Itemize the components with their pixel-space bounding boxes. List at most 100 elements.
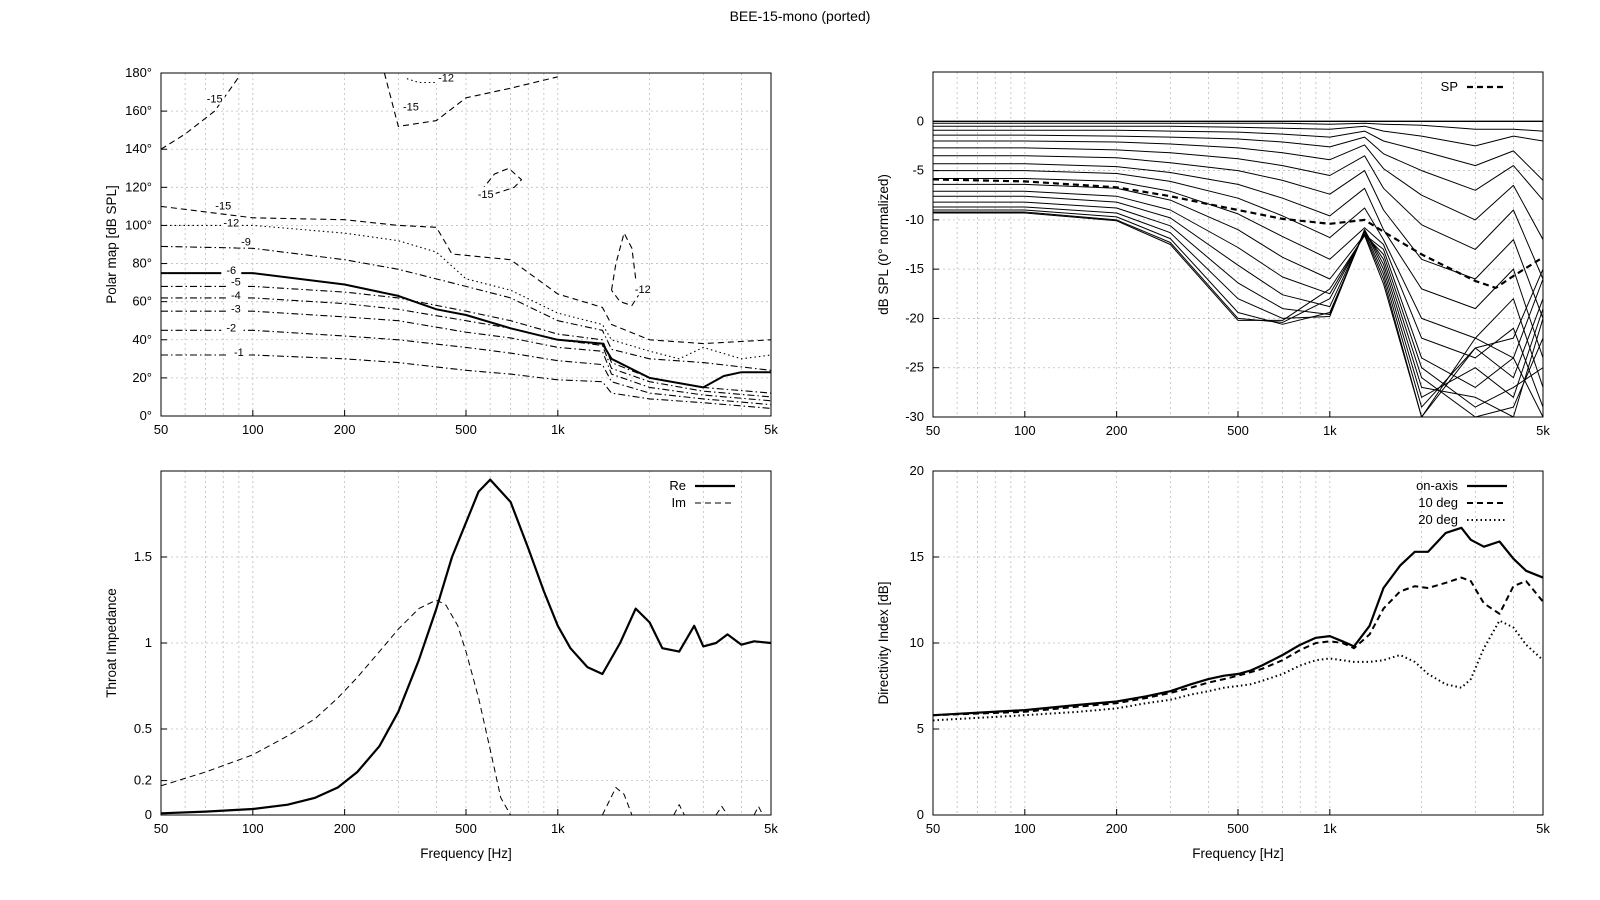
y-tick-label: 1 xyxy=(145,635,152,650)
x-tick-label: 50 xyxy=(154,422,168,437)
x-tick-label: 500 xyxy=(455,422,477,437)
x-tick-label: 500 xyxy=(1227,821,1249,836)
series-line-Re xyxy=(161,478,771,815)
plot-area xyxy=(161,478,771,815)
series-line-Im xyxy=(673,804,685,815)
series-line-Im xyxy=(715,805,728,815)
x-tick-label: 50 xyxy=(154,821,168,836)
chart-panel-throat-impedance: 50 100 200 500 1k 5k 0 0.2 0.5 1 1.5 Throat Impedan… xyxy=(104,470,778,861)
y-tick-label: 140° xyxy=(125,141,152,156)
y-tick-label: -15 xyxy=(905,261,924,276)
contour-line xyxy=(161,245,771,371)
x-tick-label: 50 xyxy=(926,821,940,836)
y-tick-label: 5 xyxy=(917,721,924,736)
plot-frame xyxy=(932,470,1544,816)
x-axis-label: Frequency [Hz] xyxy=(1192,846,1284,861)
angle-curve xyxy=(933,212,1543,417)
x-tick-label: 1k xyxy=(1323,423,1337,438)
angle-curve xyxy=(933,129,1543,181)
angle-curve xyxy=(933,206,1543,398)
contour-label: -15 xyxy=(403,101,419,113)
y-tick-label: -25 xyxy=(905,360,924,375)
y-tick-label: 160° xyxy=(125,103,152,118)
x-tick-label: 5k xyxy=(1536,821,1550,836)
contour-label: -3 xyxy=(231,303,241,315)
y-tick-label: 0 xyxy=(917,807,924,822)
legend-label: 10 deg xyxy=(1418,495,1458,510)
contour-label: -1 xyxy=(234,347,244,359)
y-tick-label: -10 xyxy=(905,212,924,227)
contour-label: -12 xyxy=(635,284,651,296)
angle-curve xyxy=(933,140,1543,240)
series-line-Im xyxy=(601,787,633,815)
y-tick-label: 0 xyxy=(145,807,152,822)
angle-curve xyxy=(933,147,1543,280)
x-tick-label: 100 xyxy=(242,422,264,437)
y-axis-label: dB SPL (0° normalized) xyxy=(876,174,891,315)
contour-label-bg xyxy=(475,186,496,200)
contour-line xyxy=(161,205,771,345)
contour-label-bg xyxy=(221,263,242,277)
x-tick-label: 200 xyxy=(1106,821,1128,836)
contour-label-bg xyxy=(225,301,246,315)
contour-label-bg xyxy=(236,234,257,248)
contour-label-bg xyxy=(400,99,421,113)
y-tick-label: 20° xyxy=(132,370,152,385)
x-tick-label: 100 xyxy=(242,821,264,836)
chart-panel-polar-map: 50 100 200 500 1k 5k 0° 20° 40° 60° 80° 100° 120° 140… xyxy=(104,65,778,437)
contour-label-bg xyxy=(436,73,457,84)
y-tick-label: 60° xyxy=(132,294,152,309)
angle-curve xyxy=(933,163,1543,359)
x-tick-label: 500 xyxy=(455,821,477,836)
y-tick-label: 180° xyxy=(125,65,152,80)
legend-label: 20 deg xyxy=(1418,512,1458,527)
contour-label: -15 xyxy=(478,189,494,201)
contour-label: -5 xyxy=(231,277,241,289)
contour-label: -12 xyxy=(438,73,454,85)
y-tick-label: 40° xyxy=(132,332,152,347)
y-tick-label: 10 xyxy=(910,635,924,650)
angle-curve xyxy=(933,190,1543,408)
series-line-Im xyxy=(753,805,764,815)
y-axis-label: Throat Impedance xyxy=(104,588,119,698)
y-axis-label: Polar map [dB SPL] xyxy=(104,185,119,304)
contour-label: -12 xyxy=(223,218,239,230)
angle-curve xyxy=(933,155,1543,319)
contour-label: -2 xyxy=(226,322,236,334)
series-line-on-axis xyxy=(933,526,1543,717)
contour-label: -9 xyxy=(241,237,251,249)
contour-line xyxy=(480,167,523,196)
x-tick-label: 200 xyxy=(334,422,356,437)
x-tick-label: 50 xyxy=(926,423,940,438)
contour-line xyxy=(161,329,771,406)
plot-frame xyxy=(932,71,1544,418)
legend-label: SP xyxy=(1441,79,1458,94)
contour-label-bg xyxy=(221,215,242,229)
x-tick-label: 100 xyxy=(1014,423,1036,438)
contour-line xyxy=(161,76,240,150)
x-tick-label: 1k xyxy=(1323,821,1337,836)
y-tick-label: 0° xyxy=(140,408,152,423)
contour-label-bg xyxy=(221,320,242,334)
x-tick-label: 5k xyxy=(1536,423,1550,438)
contour-label: -15 xyxy=(215,200,231,212)
y-tick-label: -5 xyxy=(912,163,924,178)
angle-curve xyxy=(933,178,1543,408)
contour-label-bg xyxy=(204,91,225,105)
contour-line xyxy=(161,224,771,360)
x-tick-label: 200 xyxy=(1106,423,1128,438)
angle-curve xyxy=(933,122,1543,132)
contour-label: -6 xyxy=(226,265,236,277)
y-tick-label: 0.2 xyxy=(134,773,152,788)
plot-area xyxy=(933,120,1543,417)
y-tick-label: 0.5 xyxy=(134,721,152,736)
contour-label: -4 xyxy=(231,290,241,302)
y-tick-label: -30 xyxy=(905,409,924,424)
plot-frame xyxy=(160,72,772,417)
y-tick-label: 80° xyxy=(132,256,152,271)
x-tick-label: 5k xyxy=(764,821,778,836)
y-tick-label: -20 xyxy=(905,310,924,325)
angle-curve xyxy=(933,134,1543,201)
plot-area xyxy=(933,526,1543,722)
